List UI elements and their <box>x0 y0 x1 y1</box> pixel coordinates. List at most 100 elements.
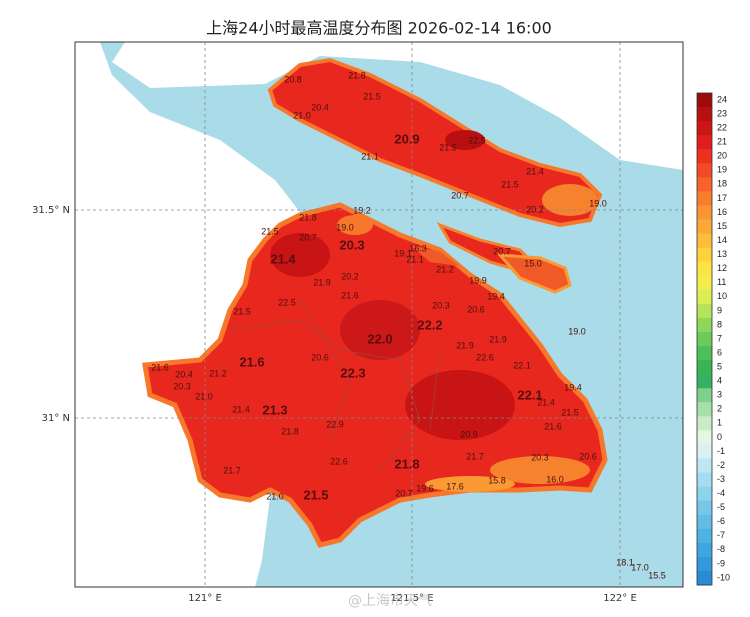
lon-label: 121.5° E <box>390 593 433 604</box>
colorbar-swatch <box>697 247 712 263</box>
colorbar-swatch <box>697 500 712 516</box>
station-value: 21.9 <box>456 340 474 350</box>
colorbar-swatch <box>697 374 712 389</box>
lon-label: 121° E <box>188 593 222 604</box>
station-value: 21.0 <box>293 110 311 120</box>
colorbar-swatch <box>697 121 712 136</box>
station-value: 22.3 <box>340 365 365 380</box>
station-value: 21.4 <box>537 397 555 407</box>
station-value: 20.3 <box>531 452 549 462</box>
colorbar-tick-label: -7 <box>717 530 725 540</box>
colorbar-swatch <box>697 360 712 375</box>
station-value: 21.5 <box>439 142 457 152</box>
station-value: 21.3 <box>262 402 287 417</box>
lon-label: 122° E <box>603 593 637 604</box>
colorbar-tick-label: 17 <box>717 193 727 203</box>
colorbar-tick-label: 7 <box>717 333 722 343</box>
station-labels: 20.8 21.821.520.421.020.9 22.521.521.121.4… <box>151 70 666 580</box>
station-value: 21.0 <box>195 391 213 401</box>
colorbar-swatch <box>697 430 712 445</box>
station-value: 20.9 <box>460 429 478 439</box>
colorbar-tick-label: 19 <box>717 165 727 175</box>
colorbar-swatch <box>697 444 712 459</box>
station-value: 19.4 <box>564 382 582 392</box>
colorbar-swatch <box>697 570 712 586</box>
graticule <box>75 42 683 587</box>
station-value: 20.6 <box>311 352 329 362</box>
colorbar-tick-label: -2 <box>717 460 725 470</box>
colorbar-tick-label: 23 <box>717 108 727 118</box>
colorbar-tick-label: 12 <box>717 263 727 273</box>
colorbar-swatch <box>697 556 712 572</box>
colorbar-swatch <box>697 317 712 333</box>
station-value: 21.9 <box>313 277 331 287</box>
hot-patch <box>405 370 515 440</box>
colorbar: 2423222120191817161514131211109876543210… <box>696 92 730 586</box>
station-value: 17.0 <box>631 562 649 572</box>
colorbar-tick-label: 13 <box>717 249 727 259</box>
cool-patch <box>425 476 515 492</box>
colorbar-tick-label: 14 <box>717 235 727 245</box>
colorbar-swatch <box>697 191 712 206</box>
colorbar-swatch <box>697 107 712 122</box>
colorbar-tick-label: 8 <box>717 319 722 329</box>
station-value: 21.1 <box>406 254 424 264</box>
colorbar-swatch <box>697 486 712 502</box>
station-value: 21.6 <box>151 362 169 372</box>
colorbar-tick-label: 2 <box>717 404 722 414</box>
watermark: @上海市天气 <box>348 592 432 609</box>
shanghai <box>142 57 608 548</box>
station-value: 21.6 <box>239 354 264 369</box>
station-value: 20.9 <box>394 131 419 146</box>
station-value: 20.4 <box>175 369 193 379</box>
station-value: 21.7 <box>223 465 241 475</box>
colorbar-tick-label: 0 <box>717 432 722 442</box>
hot-patch <box>340 300 420 360</box>
colorbar-tick-label: 4 <box>717 376 722 386</box>
station-value: 20.7 <box>299 232 317 242</box>
station-value: 21.4 <box>232 404 250 414</box>
station-value: 16.3 <box>409 243 427 253</box>
station-value: 19.0 <box>568 326 586 336</box>
station-value: 20.7 <box>493 246 511 256</box>
station-value: 22.1 <box>513 360 531 370</box>
station-value: 21.4 <box>270 251 296 266</box>
station-value: 20.6 <box>467 304 485 314</box>
station-value: 22.9 <box>326 419 344 429</box>
north-land <box>75 42 683 170</box>
colorbar-tick-label: -6 <box>717 516 725 526</box>
colorbar-swatch <box>697 331 712 347</box>
station-value: 20.4 <box>311 102 329 112</box>
colorbar-swatch <box>697 275 712 291</box>
frame <box>74 41 684 588</box>
colorbar-swatch <box>697 458 712 474</box>
colorbar-swatch <box>697 135 712 150</box>
station-value: 21.6 <box>544 421 562 431</box>
district-border <box>229 299 441 471</box>
colorbar-swatch <box>697 472 712 488</box>
station-value: 19.1 <box>394 248 412 258</box>
hot-patch <box>270 233 330 277</box>
station-value: 21.0 <box>266 491 284 501</box>
colorbar-swatch <box>697 514 712 530</box>
station-value: 19.0 <box>589 198 607 208</box>
station-value: 21.5 <box>261 226 279 236</box>
station-value: 15.5 <box>648 570 666 580</box>
colorbar-swatch <box>697 177 712 192</box>
station-value: 21.5 <box>303 487 328 502</box>
colorbar-tick-label: 16 <box>717 207 727 217</box>
station-value: 21.9 <box>489 334 507 344</box>
station-value: 22.1 <box>517 387 542 402</box>
colorbar-swatch <box>697 93 712 108</box>
colorbar-swatch <box>697 388 712 403</box>
colorbar-tick-label: 20 <box>717 151 727 161</box>
station-value: 20.7 <box>451 190 469 200</box>
map-title: 上海24小时最高温度分布图 2026-02-14 16:00 <box>206 19 552 38</box>
colorbar-tick-label: -10 <box>717 572 730 582</box>
station-value: 19.9 <box>469 275 487 285</box>
station-value: 22.6 <box>476 352 494 362</box>
station-value: 22.0 <box>367 331 392 346</box>
cool-patch <box>490 456 590 484</box>
